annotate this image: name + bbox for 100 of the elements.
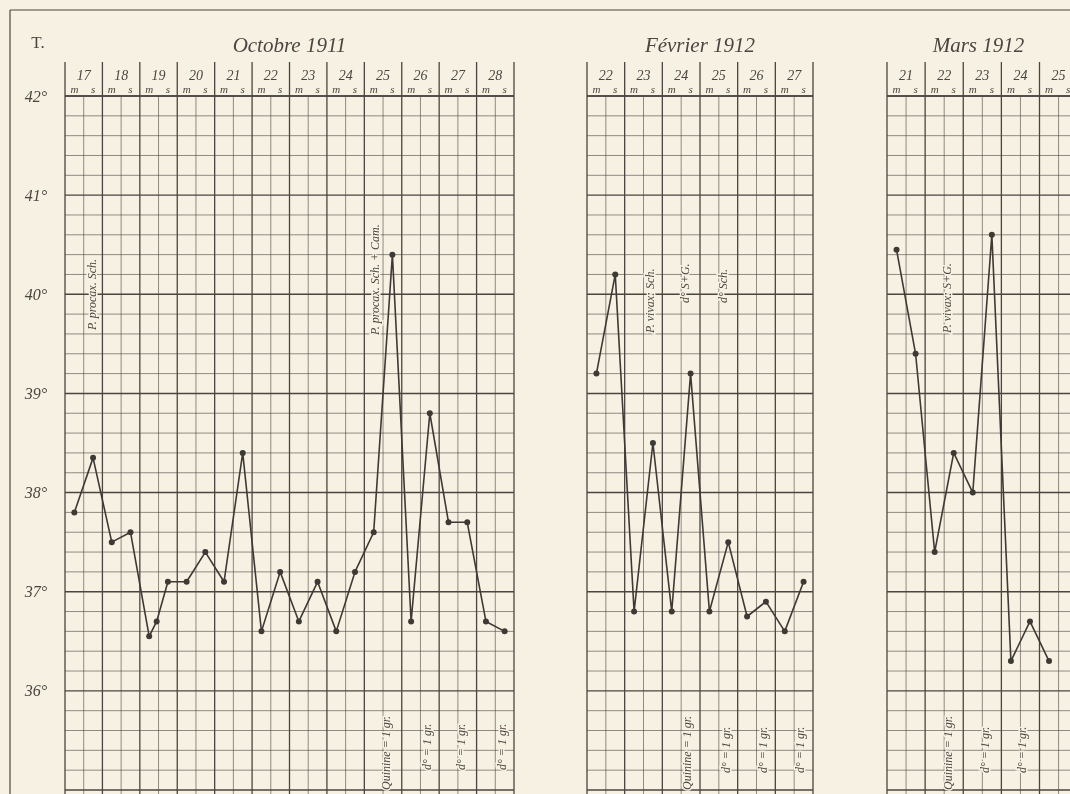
point xyxy=(893,246,900,253)
text: s xyxy=(951,83,956,95)
point xyxy=(1026,618,1033,625)
y-tick-label: 42° xyxy=(24,87,48,105)
annotation: P. procax. Sch. + Cam. xyxy=(368,224,383,336)
point xyxy=(314,578,321,585)
annotation: d° = 1 gr. xyxy=(793,726,808,773)
text: m xyxy=(70,83,79,95)
point xyxy=(464,519,471,526)
text: m xyxy=(220,83,229,95)
y-tick-label: 41° xyxy=(24,186,48,204)
text: m xyxy=(369,83,378,95)
annotation: Quinine = 1 gr. xyxy=(680,715,695,790)
text: m xyxy=(407,83,416,95)
point xyxy=(649,440,656,446)
text: s xyxy=(128,83,133,95)
text: s xyxy=(465,83,470,95)
x-tick-label: 21 xyxy=(899,68,914,83)
point xyxy=(612,271,619,278)
point xyxy=(333,628,340,635)
point xyxy=(389,251,396,258)
point xyxy=(687,370,694,377)
text: m xyxy=(107,83,116,95)
annotation: d° S+G. xyxy=(678,263,693,303)
y-tick-label: 36° xyxy=(23,682,48,700)
x-tick-label: 20 xyxy=(188,68,203,83)
point xyxy=(351,568,358,575)
y-tick-label: 37° xyxy=(23,583,48,601)
point xyxy=(668,608,675,615)
y-tick-label: 40° xyxy=(24,285,48,303)
point xyxy=(950,449,957,456)
text: s xyxy=(913,83,918,95)
text: m xyxy=(145,83,154,95)
text: m xyxy=(182,83,191,95)
text: s xyxy=(613,83,618,95)
text: s xyxy=(688,83,693,95)
x-tick-label: 19 xyxy=(151,68,166,83)
x-tick-label: 25 xyxy=(376,68,391,83)
point xyxy=(202,549,209,556)
text: s xyxy=(203,83,208,95)
text: m xyxy=(332,83,341,95)
point xyxy=(71,509,78,516)
point xyxy=(1007,658,1014,665)
point xyxy=(781,628,788,635)
text: m xyxy=(444,83,453,95)
chart-title: Octobre 1911 xyxy=(232,33,347,57)
point xyxy=(931,549,938,556)
x-tick-label: 21 xyxy=(226,68,241,83)
annotation: d° = 1 gr. xyxy=(756,726,771,773)
x-tick-label: 24 xyxy=(674,68,689,83)
point xyxy=(501,628,508,635)
x-tick-label: 24 xyxy=(1013,68,1028,83)
x-tick-label: 23 xyxy=(636,68,651,83)
text: s xyxy=(650,83,656,95)
x-tick-label: 25 xyxy=(711,68,726,83)
point xyxy=(221,578,228,585)
text: m xyxy=(294,83,303,95)
point xyxy=(277,568,284,575)
x-tick-label: 22 xyxy=(937,68,952,83)
point xyxy=(725,539,732,546)
text: m xyxy=(892,83,901,95)
point xyxy=(593,370,600,377)
text: s xyxy=(1027,83,1033,95)
point xyxy=(239,449,246,456)
text: m xyxy=(667,83,676,95)
point xyxy=(631,608,638,615)
text: s xyxy=(90,83,96,95)
x-tick-label: 17 xyxy=(76,68,92,83)
annotation: P. vivax: S+G. xyxy=(940,263,955,334)
x-tick-label: 18 xyxy=(114,68,129,83)
point xyxy=(127,529,134,536)
text: m xyxy=(630,83,639,95)
annotation: d° = 1 gr. xyxy=(495,723,510,770)
chart-title: Mars 1912 xyxy=(931,33,1025,57)
annotation: d° = 1 gr. xyxy=(978,726,993,773)
text: s xyxy=(763,83,769,95)
annotation: P. vivax: Sch. xyxy=(643,268,658,334)
point xyxy=(912,350,919,357)
text: s xyxy=(352,83,358,95)
text: m xyxy=(780,83,789,95)
text: s xyxy=(502,83,507,95)
text: s xyxy=(390,83,395,95)
text: s xyxy=(427,83,432,95)
x-tick-label: 25 xyxy=(1051,68,1066,83)
point xyxy=(744,613,751,620)
x-tick-label: 27 xyxy=(450,68,466,83)
text: s xyxy=(278,83,283,95)
text: s xyxy=(165,83,171,95)
point xyxy=(258,628,265,635)
text: m xyxy=(968,83,977,95)
text: s xyxy=(801,83,806,95)
point xyxy=(90,454,97,461)
annotation: d° = 1 gr. xyxy=(454,723,469,770)
text: m xyxy=(1045,83,1054,95)
annotation: d° = 1 gr. xyxy=(1015,726,1030,773)
text: m xyxy=(930,83,939,95)
x-tick-label: 26 xyxy=(413,68,428,83)
annotation: P. procax. Sch. xyxy=(85,259,100,331)
y-tick-label: 39° xyxy=(23,385,48,403)
point xyxy=(482,618,489,625)
